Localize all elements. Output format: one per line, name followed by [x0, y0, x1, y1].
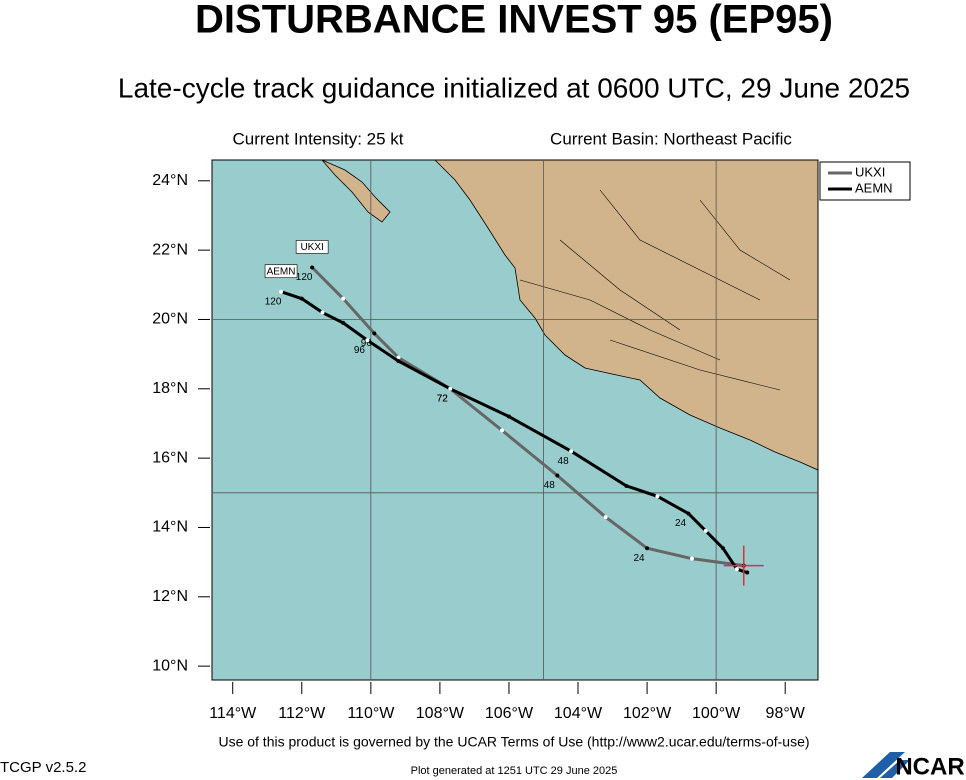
hour-label: 48 — [558, 456, 570, 467]
x-tick-label: 108°W — [416, 705, 465, 722]
generated: Plot generated at 1251 UTC 29 June 2025 — [411, 765, 618, 777]
hour-label: 120 — [296, 272, 313, 283]
hour-label: 48 — [544, 480, 556, 491]
hour-label: 96 — [354, 345, 366, 356]
track-point — [341, 320, 346, 325]
track-point — [734, 567, 739, 572]
track-point — [603, 515, 608, 520]
y-tick-label: 10°N — [152, 657, 188, 674]
hour-label: 24 — [634, 553, 646, 564]
y-tick-label: 18°N — [152, 380, 188, 397]
track-point — [506, 414, 511, 419]
logo: NCAR — [895, 753, 964, 780]
x-tick-label: 98°W — [766, 705, 806, 722]
footer: Use of this product is governed by the U… — [218, 734, 809, 750]
subtitle: Late-cycle track guidance initialized at… — [118, 72, 910, 103]
logo-mark — [862, 752, 910, 778]
hour-label: 72 — [437, 393, 449, 404]
legend — [819, 161, 911, 201]
track-point — [645, 546, 650, 551]
track-point — [365, 338, 370, 343]
track-point — [745, 570, 750, 575]
track-point — [689, 556, 694, 561]
hour-label: 72 — [437, 393, 449, 404]
track-point — [372, 331, 377, 336]
track-point — [624, 483, 629, 488]
track-point — [555, 473, 560, 478]
current-position — [723, 545, 764, 586]
x-tick-label: 106°W — [485, 705, 534, 722]
track-point — [721, 546, 726, 551]
track-point — [310, 265, 315, 270]
track-line — [280, 290, 748, 574]
hour-label: 24 — [675, 518, 687, 529]
y-tick-label: 16°N — [152, 449, 188, 466]
track-point — [703, 528, 708, 533]
y-tick-label: 20°N — [152, 311, 188, 328]
track-point — [396, 359, 401, 364]
x-tick-label: 100°W — [692, 705, 741, 722]
hour-label: 96 — [361, 338, 373, 349]
x-tick-label: 110°W — [347, 705, 395, 722]
track-point — [686, 511, 691, 516]
map-frame — [211, 159, 819, 681]
title: DISTURBANCE INVEST 95 (EP95) — [195, 0, 833, 42]
track-point — [320, 310, 325, 315]
intensity: Current Intensity: 25 kt — [232, 129, 403, 148]
x-tick-label: 114°W — [209, 705, 257, 722]
x-tick-label: 104°W — [554, 705, 603, 722]
y-tick-label: 22°N — [152, 241, 188, 258]
y-tick-label: 24°N — [152, 172, 188, 189]
track-point — [299, 296, 304, 301]
version: TCGP v2.5.2 — [0, 759, 86, 776]
y-tick-label: 12°N — [152, 588, 188, 605]
track-point — [341, 296, 346, 301]
track-point — [279, 289, 284, 294]
track-point — [569, 449, 574, 454]
legend-label: UKXI — [855, 164, 885, 179]
land — [321, 160, 818, 471]
track-tag-box — [295, 240, 329, 254]
x-tick-label: 112°W — [278, 705, 326, 722]
track-tag: UKXI — [300, 242, 323, 253]
track-point — [448, 386, 453, 391]
y-tick-label: 14°N — [152, 519, 188, 536]
x-tick-label: 102°W — [623, 705, 672, 722]
hour-label: 120 — [265, 296, 282, 307]
track-point — [655, 494, 660, 499]
track-tag: AEMN — [267, 266, 296, 277]
basin: Current Basin: Northeast Pacific — [550, 129, 792, 148]
track-tag-box — [264, 264, 298, 279]
legend-label: AEMN — [855, 180, 893, 195]
track-point — [500, 428, 505, 433]
